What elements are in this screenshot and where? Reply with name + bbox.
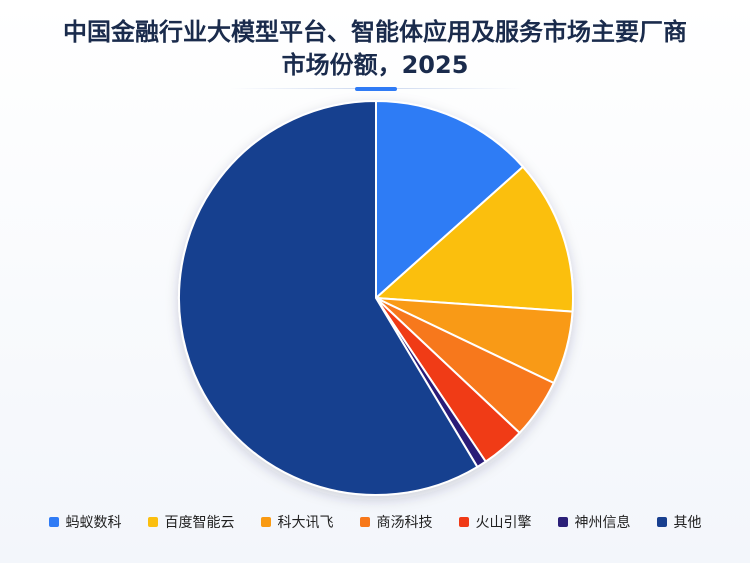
legend-label: 蚂蚁数科 [65,515,122,531]
legend-swatch [359,517,370,527]
legend-label: 科大讯飞 [277,515,334,531]
title-accent [355,87,397,91]
legend: 蚂蚁数科 百度智能云 科大讯飞 商汤科技 火山引擎 神州信息 其他 [0,512,750,532]
pie-slice [373,165,574,313]
pie [178,99,574,496]
chart-title: 中国金融行业大模型平台、智能体应用及服务市场主要厂商市场份额，2025 [63,18,687,79]
legend-swatch [458,517,469,527]
legend-swatch [656,517,667,527]
legend-swatch [260,517,271,527]
legend-item: 蚂蚁数科 [48,512,122,532]
legend-item: 科大讯飞 [260,512,334,532]
pie-slice [178,99,479,496]
pie-slice [375,99,525,301]
legend-label: 百度智能云 [164,515,235,531]
legend-item: 商汤科技 [359,512,433,532]
legend-label: 神州信息 [574,515,631,531]
legend-item: 神州信息 [557,512,631,532]
legend-label: 其他 [673,515,702,531]
legend-swatch [147,517,158,527]
legend-label: 商汤科技 [376,515,433,531]
legend-label: 火山引擎 [475,515,532,531]
legend-item: 百度智能云 [147,512,235,532]
legend-swatch [557,517,568,527]
legend-item: 其他 [656,512,702,532]
legend-item: 火山引擎 [458,512,532,532]
legend-swatch [48,517,59,527]
